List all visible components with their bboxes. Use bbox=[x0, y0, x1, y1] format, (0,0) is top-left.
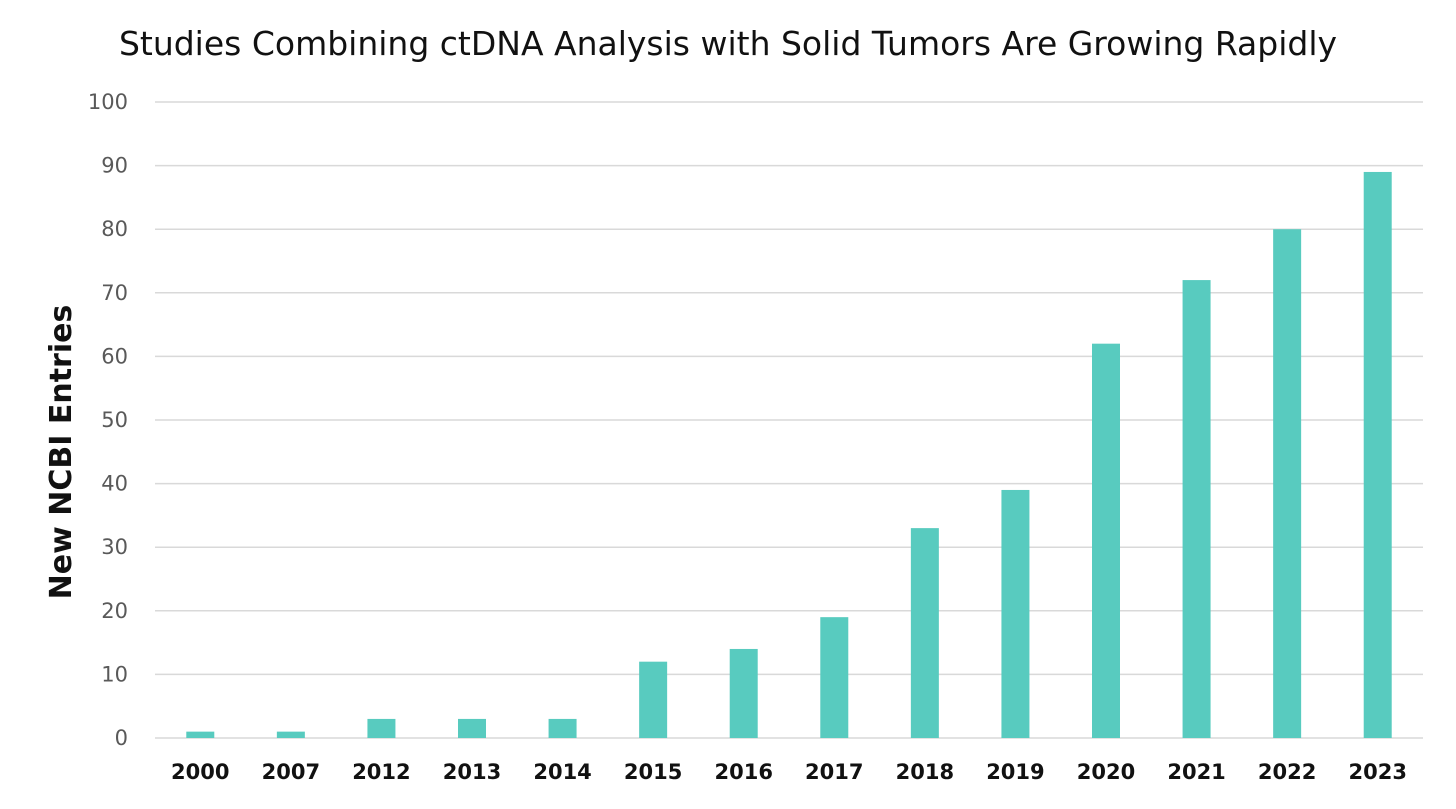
y-tick-label: 90 bbox=[101, 154, 128, 178]
y-tick-label: 0 bbox=[115, 726, 128, 750]
x-tick-label: 2017 bbox=[805, 760, 863, 784]
y-tick-label: 20 bbox=[101, 599, 128, 623]
y-tick-label: 30 bbox=[101, 535, 128, 559]
y-tick-label: 70 bbox=[101, 281, 128, 305]
x-tick-label: 2012 bbox=[352, 760, 410, 784]
x-tick-label: 2018 bbox=[896, 760, 954, 784]
bar-2018 bbox=[910, 528, 939, 738]
grid-lines bbox=[155, 101, 1423, 739]
bar-2019 bbox=[1001, 489, 1030, 738]
y-tick-label: 40 bbox=[101, 472, 128, 496]
bar-2020 bbox=[1092, 343, 1120, 738]
y-tick-label: 80 bbox=[101, 217, 128, 241]
x-tick-label: 2013 bbox=[443, 760, 501, 784]
y-tick-label: 100 bbox=[88, 90, 128, 114]
x-tick-label: 2021 bbox=[1167, 760, 1225, 784]
y-tick-label: 60 bbox=[101, 344, 128, 368]
bar-2007 bbox=[276, 731, 305, 738]
x-tick-label: 2000 bbox=[171, 760, 229, 784]
bar-2017 bbox=[820, 617, 849, 738]
x-tick-label: 2016 bbox=[714, 760, 772, 784]
x-tick-label: 2019 bbox=[986, 760, 1044, 784]
x-tick-label: 2022 bbox=[1258, 760, 1316, 784]
x-tick-label: 2015 bbox=[624, 760, 682, 784]
bar-2023 bbox=[1363, 171, 1392, 738]
chart-title: Studies Combining ctDNA Analysis with So… bbox=[118, 24, 1338, 63]
x-tick-label: 2014 bbox=[533, 760, 591, 784]
y-tick-labels: 0 10 20 30 40 50 60 70 80 90 100 bbox=[88, 90, 128, 750]
bar-2012 bbox=[367, 718, 396, 738]
bar-2021 bbox=[1182, 280, 1211, 738]
bar-2013 bbox=[458, 718, 486, 738]
x-tick-label: 2007 bbox=[262, 760, 320, 784]
bar-2015 bbox=[639, 661, 668, 738]
x-tick-labels: 2000 2007 2012 2013 2014 2015 2016 2017 2018 2019… bbox=[171, 760, 1407, 784]
bar-2016 bbox=[729, 648, 758, 738]
y-tick-label: 50 bbox=[101, 408, 128, 432]
y-tick-label: 10 bbox=[101, 662, 128, 686]
x-tick-label: 2023 bbox=[1348, 760, 1406, 784]
bar-2014 bbox=[548, 718, 577, 738]
x-tick-label: 2020 bbox=[1077, 760, 1135, 784]
bars bbox=[186, 171, 1392, 738]
y-axis-label: New NCBI Entries bbox=[44, 305, 79, 600]
bar-2000 bbox=[186, 731, 215, 738]
bar-2022 bbox=[1273, 229, 1302, 738]
